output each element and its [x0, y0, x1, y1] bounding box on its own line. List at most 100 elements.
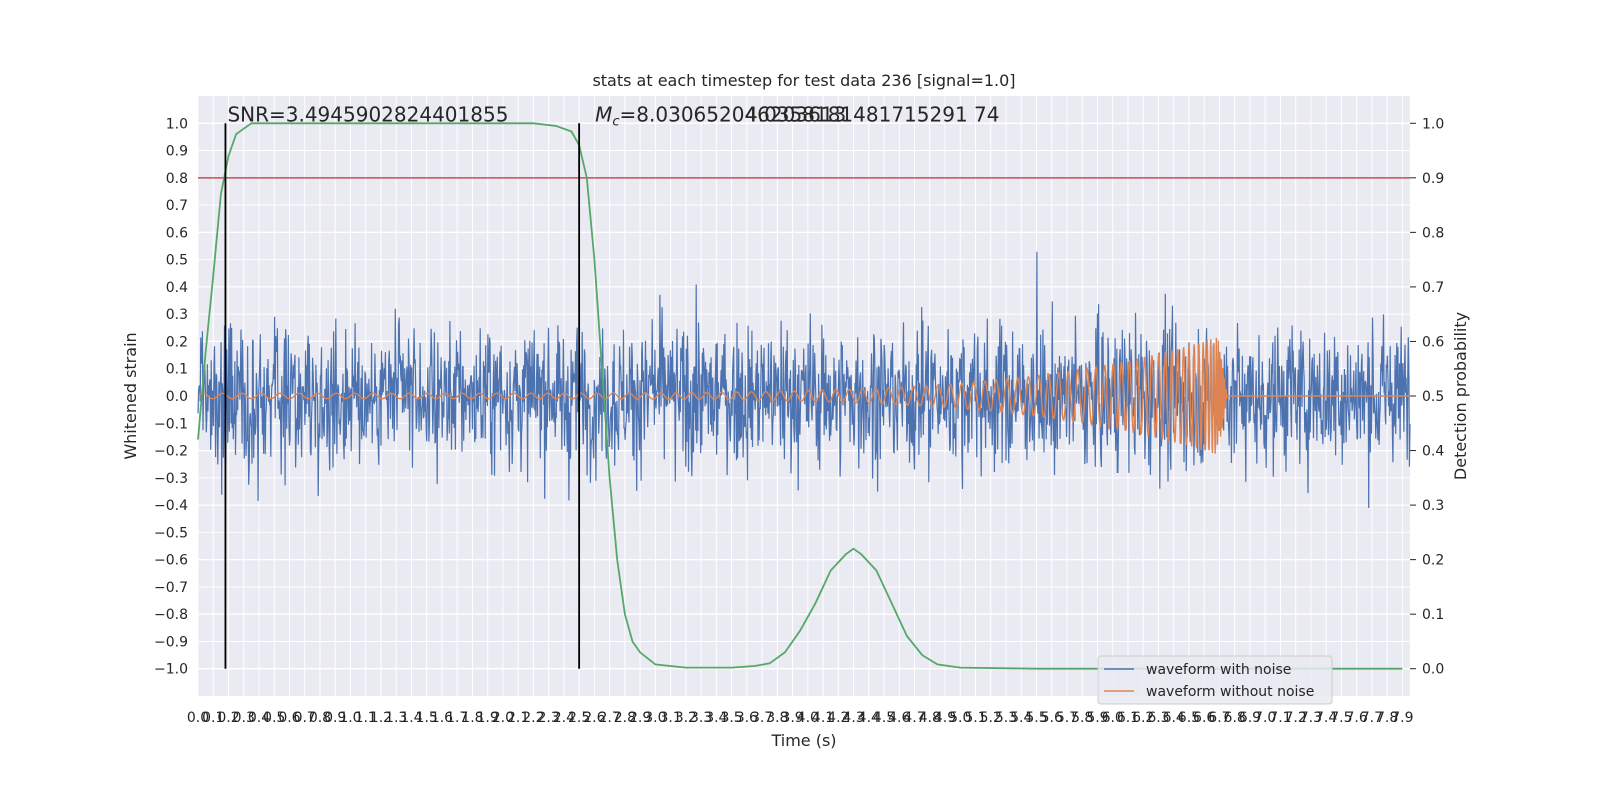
x-tick-label: 2.6: [583, 710, 605, 726]
x-tick-label: 3.9: [781, 710, 803, 726]
y-tick-label: 0.2: [166, 334, 188, 350]
y2-tick-label: 0.9: [1422, 171, 1444, 187]
x-tick-label: 7.2: [1285, 710, 1307, 726]
y-tick-label: −0.3: [154, 471, 188, 487]
x-tick-label: 6.2: [1132, 710, 1154, 726]
x-tick-label: 2.0: [492, 710, 514, 726]
x-tick-label: 2.1: [507, 710, 529, 726]
x-tick-label: 4.7: [903, 710, 925, 726]
y-tick-label: −0.4: [154, 498, 188, 514]
x-tick-label: 0.1: [202, 710, 224, 726]
chirp-mass-symbol: M: [595, 102, 612, 126]
legend: waveform with noise waveform without noi…: [1097, 655, 1333, 705]
y-tick-label: −0.1: [154, 416, 188, 432]
x-tick-label: 0.8: [309, 710, 331, 726]
x-tick-label: 4.3: [842, 710, 864, 726]
x-tick-label: 7.3: [1300, 710, 1322, 726]
x-tick-label: 1.1: [355, 710, 377, 726]
x-tick-label: 4.4: [858, 710, 880, 726]
y2-tick-label: 0.2: [1422, 553, 1444, 569]
x-tick-label: 5.7: [1056, 710, 1078, 726]
y-tick-label: −1.0: [154, 662, 188, 678]
y2-axis-ticks: 0.0 0.1 0.2 0.3 0.4 0.5 0.6 0.7 0.8 0.9 1.0: [1410, 116, 1444, 678]
x-tick-label: 1.2: [370, 710, 392, 726]
x-tick-label: 1.7: [446, 710, 468, 726]
x-tick-label: 4.1: [812, 710, 834, 726]
y-tick-label: 0.0: [166, 389, 188, 405]
y-tick-label: 0.1: [166, 362, 188, 378]
x-tick-label: 4.0: [797, 710, 819, 726]
x-tick-label: 4.8: [919, 710, 941, 726]
x-tick-label: 3.3: [690, 710, 712, 726]
y2-tick-label: 0.1: [1422, 607, 1444, 623]
x-axis-ticks: 0.00.10.20.30.40.50.60.70.80.91.01.11.21…: [187, 710, 1414, 726]
y2-tick-label: 0.8: [1422, 225, 1444, 241]
x-tick-label: 5.6: [1041, 710, 1063, 726]
x-tick-label: 6.5: [1178, 710, 1200, 726]
x-tick-label: 1.8: [461, 710, 483, 726]
y-axis-ticks: −1.0 −0.9 −0.8 −0.7 −0.6 −0.5 −0.4 −0.3 −0.2 −0.1…: [154, 116, 188, 677]
x-tick-label: 1.5: [416, 710, 438, 726]
x-tick-label: 3.5: [720, 710, 742, 726]
snr-annotation: SNR=3.4945902824401855: [227, 102, 508, 126]
x-tick-label: 0.4: [248, 710, 270, 726]
x-tick-label: 0.9: [324, 710, 346, 726]
x-tick-label: 6.3: [1147, 710, 1169, 726]
x-tick-label: 7.9: [1391, 710, 1413, 726]
y2-tick-label: 0.7: [1422, 280, 1444, 296]
y2-tick-label: 0.3: [1422, 498, 1444, 514]
y2-tick-label: 1.0: [1422, 116, 1444, 132]
legend-label-waveform-with-noise: waveform with noise: [1146, 662, 1291, 678]
x-tick-label: 0.5: [263, 710, 285, 726]
y2-tick-label: 0.6: [1422, 334, 1444, 350]
x-tick-label: 2.9: [629, 710, 651, 726]
x-tick-label: 2.2: [522, 710, 544, 726]
x-tick-label: 7.1: [1269, 710, 1291, 726]
y-tick-label: −0.7: [154, 580, 188, 596]
x-tick-label: 6.6: [1193, 710, 1215, 726]
x-tick-label: 6.0: [1102, 710, 1124, 726]
overlap-annotation: 4.0358181481715291 74: [745, 102, 999, 126]
x-tick-label: 5.9: [1086, 710, 1108, 726]
x-tick-label: 5.3: [995, 710, 1017, 726]
y-tick-label: 0.4: [166, 280, 188, 296]
x-tick-label: 0.2: [217, 710, 239, 726]
y-tick-label: 0.7: [166, 198, 188, 214]
x-tick-label: 0.7: [294, 710, 316, 726]
x-tick-label: 6.7: [1208, 710, 1230, 726]
y-tick-label: 1.0: [166, 116, 188, 132]
x-tick-label: 6.1: [1117, 710, 1139, 726]
x-tick-label: 3.0: [644, 710, 666, 726]
x-tick-label: 7.0: [1254, 710, 1276, 726]
x-tick-label: 2.3: [538, 710, 560, 726]
y-tick-label: −0.6: [154, 553, 188, 569]
y-tick-label: −0.9: [154, 634, 188, 650]
x-tick-label: 6.8: [1224, 710, 1246, 726]
x-tick-label: 7.5: [1330, 710, 1352, 726]
y-tick-label: −0.5: [154, 525, 188, 541]
y-tick-label: 0.6: [166, 225, 188, 241]
x-axis-label: Time (s): [770, 731, 836, 750]
x-tick-label: 0.3: [233, 710, 255, 726]
x-tick-label: 1.9: [477, 710, 499, 726]
x-tick-label: 2.7: [598, 710, 620, 726]
x-tick-label: 7.6: [1346, 710, 1368, 726]
x-tick-label: 0.6: [278, 710, 300, 726]
legend-box: [1097, 655, 1333, 705]
y2-tick-label: 0.5: [1422, 389, 1444, 405]
x-tick-label: 5.1: [964, 710, 986, 726]
x-tick-label: 3.2: [675, 710, 697, 726]
x-tick-label: 2.5: [568, 710, 590, 726]
x-tick-label: 0.0: [187, 710, 209, 726]
x-tick-label: 1.4: [400, 710, 422, 726]
x-tick-label: 7.7: [1361, 710, 1383, 726]
x-tick-label: 1.6: [431, 710, 453, 726]
y-tick-label: 0.5: [166, 253, 188, 269]
chirp-mass-annotation: Mc=8.030652046203613: [595, 102, 846, 129]
x-tick-label: 4.9: [934, 710, 956, 726]
y-axis-label: Whitened strain: [121, 332, 140, 459]
x-tick-label: 2.8: [614, 710, 636, 726]
y-tick-label: −0.2: [154, 444, 188, 460]
x-tick-label: 4.6: [888, 710, 910, 726]
x-tick-label: 5.8: [1071, 710, 1093, 726]
